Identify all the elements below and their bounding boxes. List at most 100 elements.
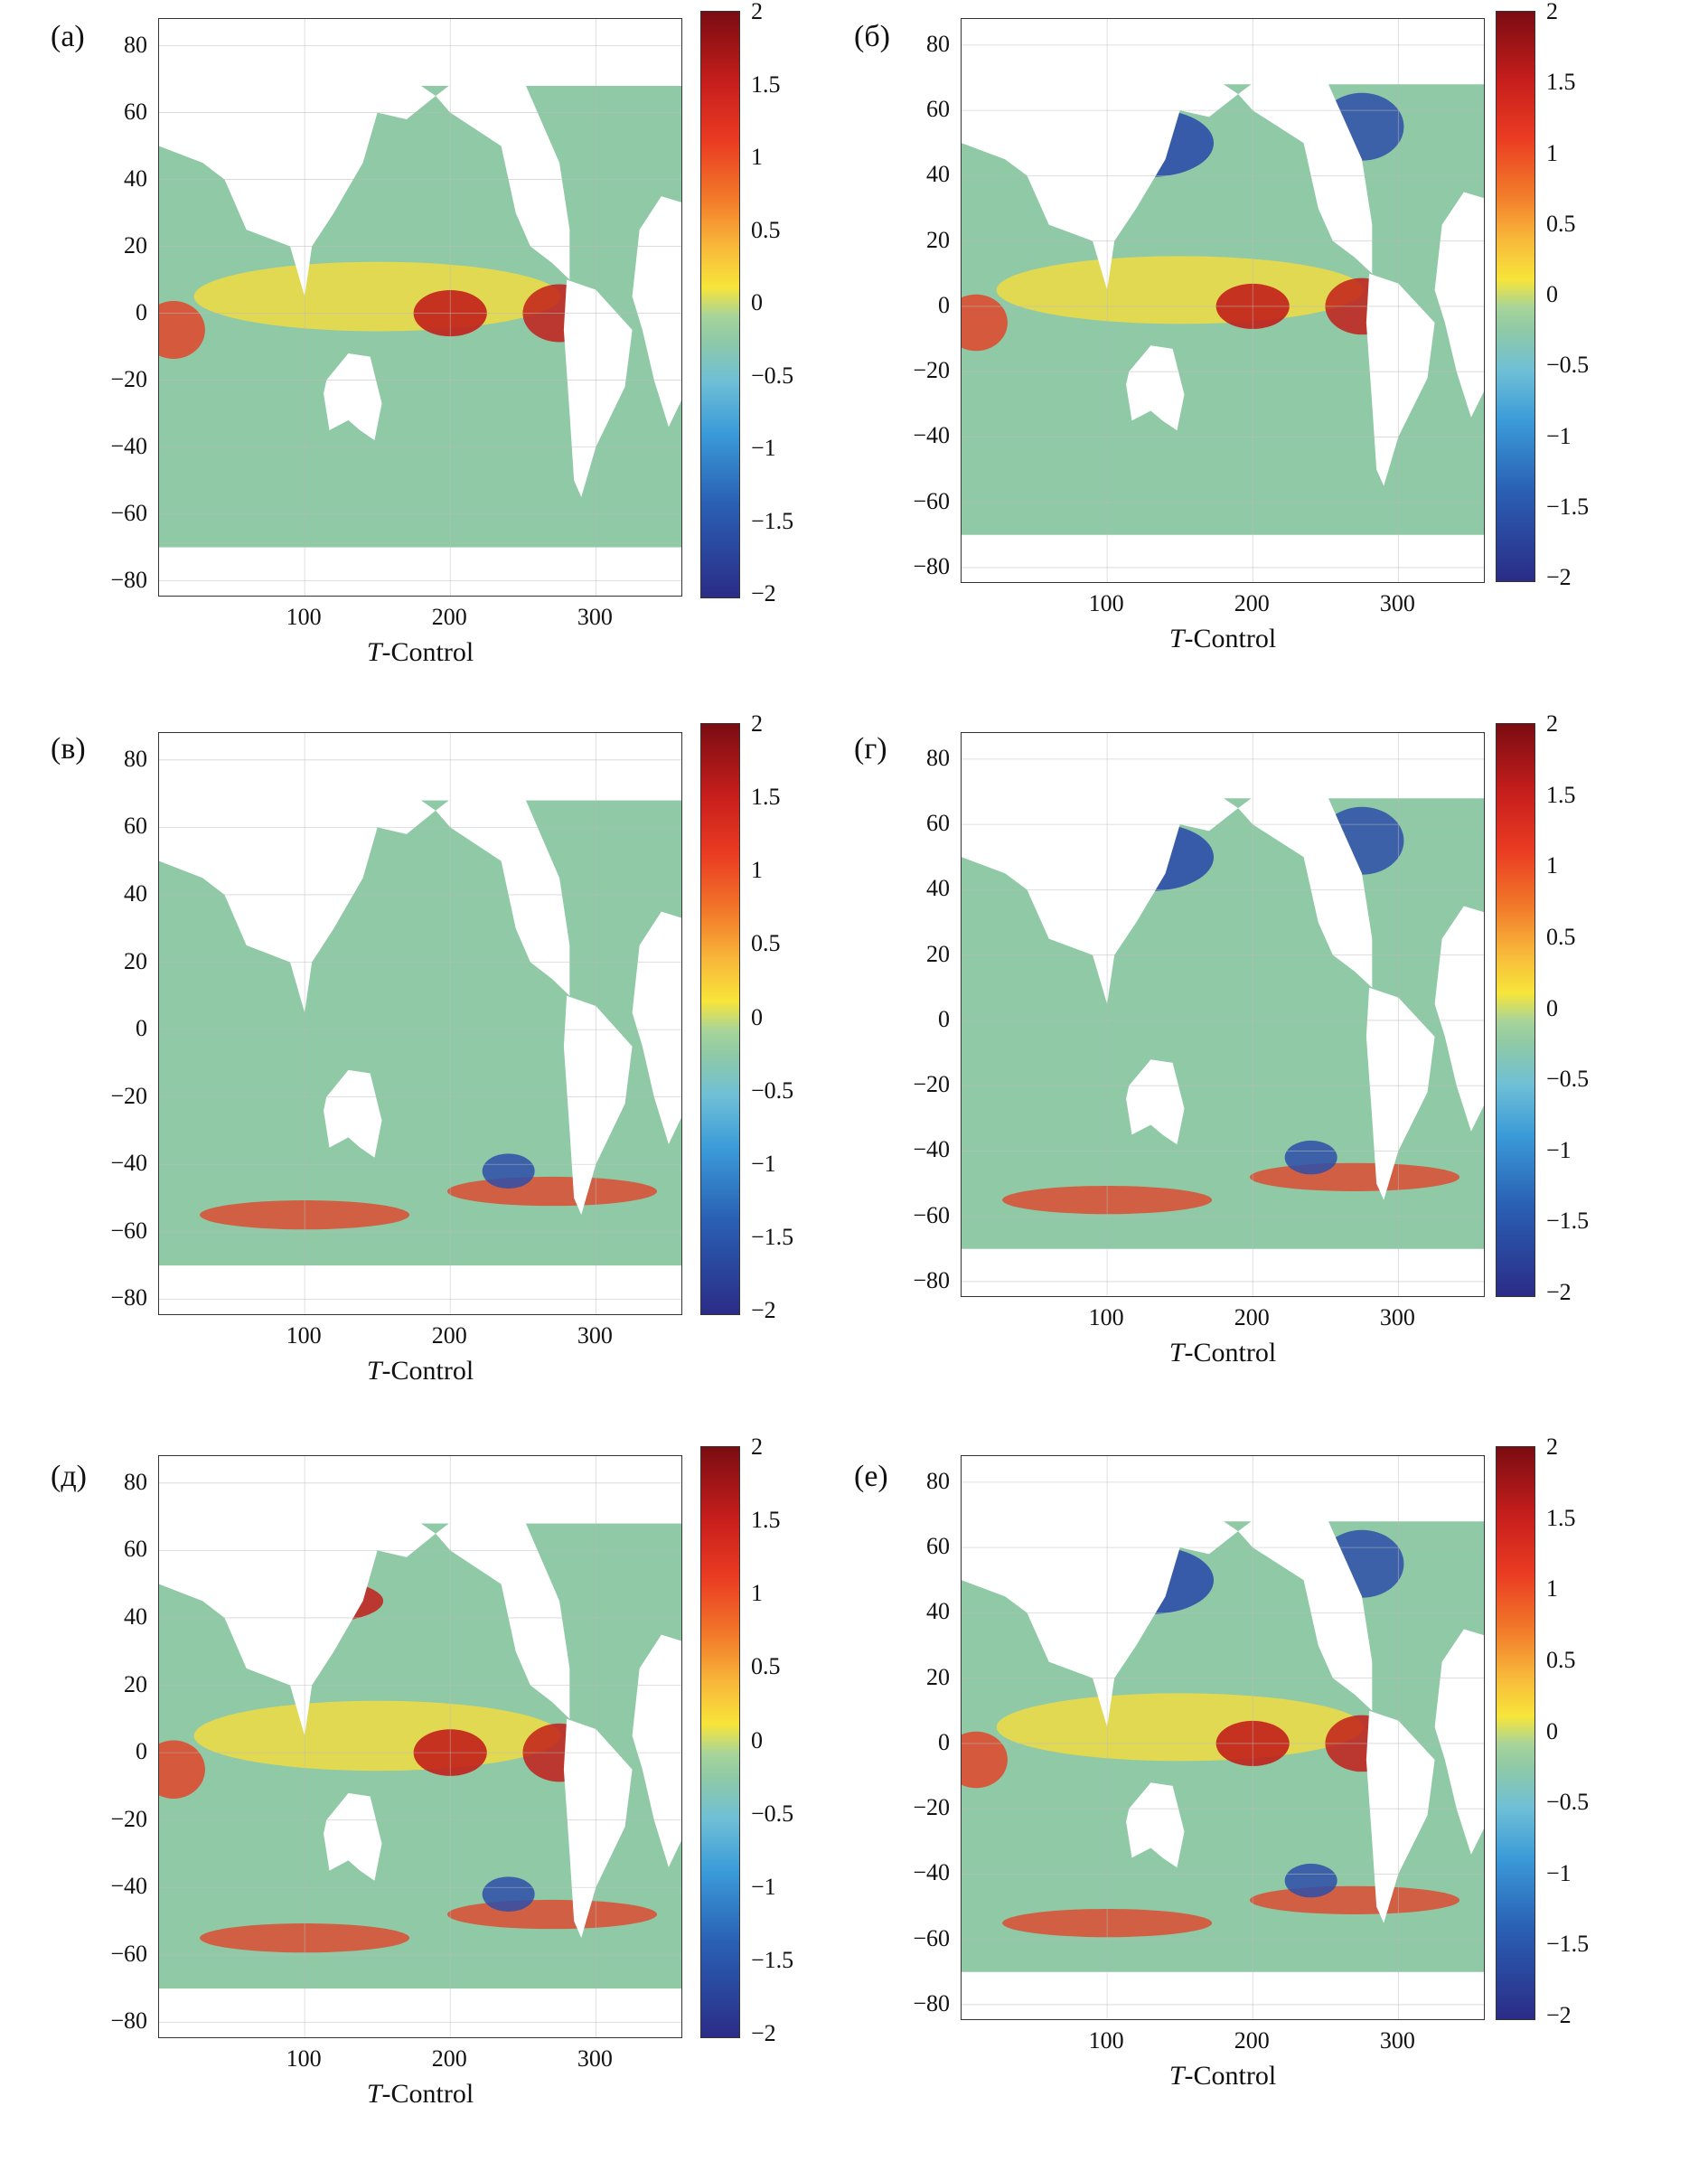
y-tick-label: 80: [926, 1467, 950, 1494]
colorbar-tick-label: −0.5: [751, 362, 794, 389]
colorbar-tick-label: −1: [751, 435, 776, 461]
land-mass: [1126, 1059, 1185, 1145]
colorbar: [700, 723, 740, 1315]
anomaly-field: [159, 733, 681, 1314]
y-tick-label: −40: [110, 432, 147, 459]
colorbar-tick-label: 0.5: [1546, 923, 1576, 950]
y-tick-label: 0: [938, 1005, 950, 1032]
land-mass: [1238, 792, 1373, 988]
cold-patch: [1284, 1140, 1337, 1175]
y-tick-label: 40: [926, 875, 950, 902]
y-tick-label: 40: [926, 1598, 950, 1625]
land-mass: [962, 1971, 1484, 2019]
x-tick-label: 200: [431, 604, 467, 630]
colorbar-tick-label: −0.5: [1546, 352, 1590, 379]
land-mass: [324, 352, 382, 441]
anomaly-field: [159, 19, 681, 596]
y-tick-label: −20: [913, 1071, 950, 1098]
x-tick-label: 300: [577, 1322, 613, 1349]
y-tick-label: −80: [913, 1266, 950, 1293]
southern-band: [1250, 1885, 1459, 1914]
colorbar-tick-label: −1: [1546, 422, 1572, 449]
hot-spot: [962, 1731, 1008, 1789]
y-tick-label: 0: [938, 291, 950, 318]
y-tick-label: −80: [110, 1284, 147, 1311]
map-plot-area: [961, 1455, 1485, 2020]
y-tick-label: 20: [926, 226, 950, 253]
x-tick-label: 300: [1379, 2027, 1415, 2054]
land-mass: [436, 1517, 570, 1719]
colorbar-tick-label: 1.5: [1546, 781, 1576, 808]
land-mass: [1238, 78, 1373, 274]
y-tick-label: 40: [926, 161, 950, 188]
panel-tag: (в): [51, 732, 86, 766]
land-mass: [1434, 906, 1484, 1132]
colorbar-tick-label: 2: [1546, 0, 1558, 24]
colorbar-tick-label: 0.5: [1546, 210, 1576, 237]
x-axis-label: T-Control: [366, 1356, 474, 1386]
y-tick-label: 40: [124, 1603, 147, 1630]
y-tick-label: 60: [926, 1533, 950, 1560]
x-tick-label: 200: [431, 1322, 467, 1349]
y-tick-label: −60: [110, 1940, 147, 1967]
colorbar-tick-label: −0.5: [751, 1800, 794, 1827]
colorbar-tick-label: 1.5: [751, 784, 781, 811]
colorbar-tick-label: −1.5: [751, 507, 794, 534]
southern-band: [1250, 1162, 1459, 1191]
hot-spot: [962, 294, 1008, 352]
colorbar-tick-label: −0.5: [1546, 1789, 1590, 1816]
x-tick-label: 200: [1234, 590, 1270, 616]
x-tick-label: 100: [286, 604, 322, 630]
anomaly-field: [962, 19, 1484, 582]
hot-spot: [159, 301, 205, 360]
x-tick-label: 300: [1379, 590, 1415, 616]
y-tick-label: −80: [110, 2007, 147, 2035]
y-tick-label: −20: [110, 365, 147, 392]
anomaly-field: [962, 1456, 1484, 2019]
warm-band: [996, 1693, 1364, 1762]
colorbar-tick-label: 2: [1546, 710, 1558, 737]
y-tick-label: 40: [124, 164, 147, 192]
y-tick-label: 80: [124, 1468, 147, 1495]
x-axis-label: T-Control: [366, 2079, 474, 2109]
land-mass: [563, 279, 633, 498]
y-tick-label: 0: [136, 1015, 147, 1042]
land-mass: [436, 79, 570, 280]
y-tick-label: −60: [110, 1217, 147, 1244]
colorbar-tick-label: 1: [751, 144, 763, 170]
colorbar-tick-label: 1.5: [1546, 1504, 1576, 1531]
y-tick-label: −40: [913, 1859, 950, 1886]
colorbar-tick-label: −2: [1546, 564, 1572, 590]
y-tick-label: 0: [136, 298, 147, 325]
colorbar-tick-label: 1: [751, 1580, 763, 1607]
map-plot-area: [158, 1455, 682, 2038]
colorbar-tick-label: 1: [1546, 1575, 1558, 1603]
land-mass: [1365, 987, 1435, 1200]
colorbar-tick-label: 0.5: [1546, 1646, 1576, 1673]
y-tick-label: 0: [938, 1728, 950, 1755]
land-mass: [1238, 1515, 1373, 1711]
cold-patch: [482, 1153, 535, 1189]
x-tick-label: 200: [1234, 1304, 1270, 1330]
x-tick-label: 300: [577, 604, 613, 630]
land-mass: [632, 1634, 681, 1867]
y-tick-label: −40: [110, 1150, 147, 1177]
colorbar-tick-label: 0: [751, 1726, 763, 1753]
colorbar-tick-label: 0: [751, 289, 763, 315]
x-axis-label: T-Control: [1168, 2061, 1277, 2091]
y-tick-label: 20: [124, 231, 147, 258]
x-axis-label: T-Control: [1168, 1338, 1277, 1368]
y-tick-label: −20: [913, 1794, 950, 1821]
colorbar-tick-label: −1.5: [751, 1223, 794, 1250]
x-tick-label: 200: [1234, 2027, 1270, 2054]
colorbar-tick-label: 0.5: [751, 216, 781, 243]
y-tick-label: −40: [913, 1136, 950, 1163]
anomaly-field: [159, 1456, 681, 2037]
land-mass: [159, 1988, 681, 2037]
colorbar-tick-label: 2: [1546, 1434, 1558, 1460]
y-tick-label: 60: [926, 810, 950, 837]
y-tick-label: 20: [926, 940, 950, 967]
y-tick-label: 20: [926, 1663, 950, 1690]
y-tick-label: −80: [913, 552, 950, 579]
colorbar-tick-label: −2: [751, 2020, 776, 2046]
